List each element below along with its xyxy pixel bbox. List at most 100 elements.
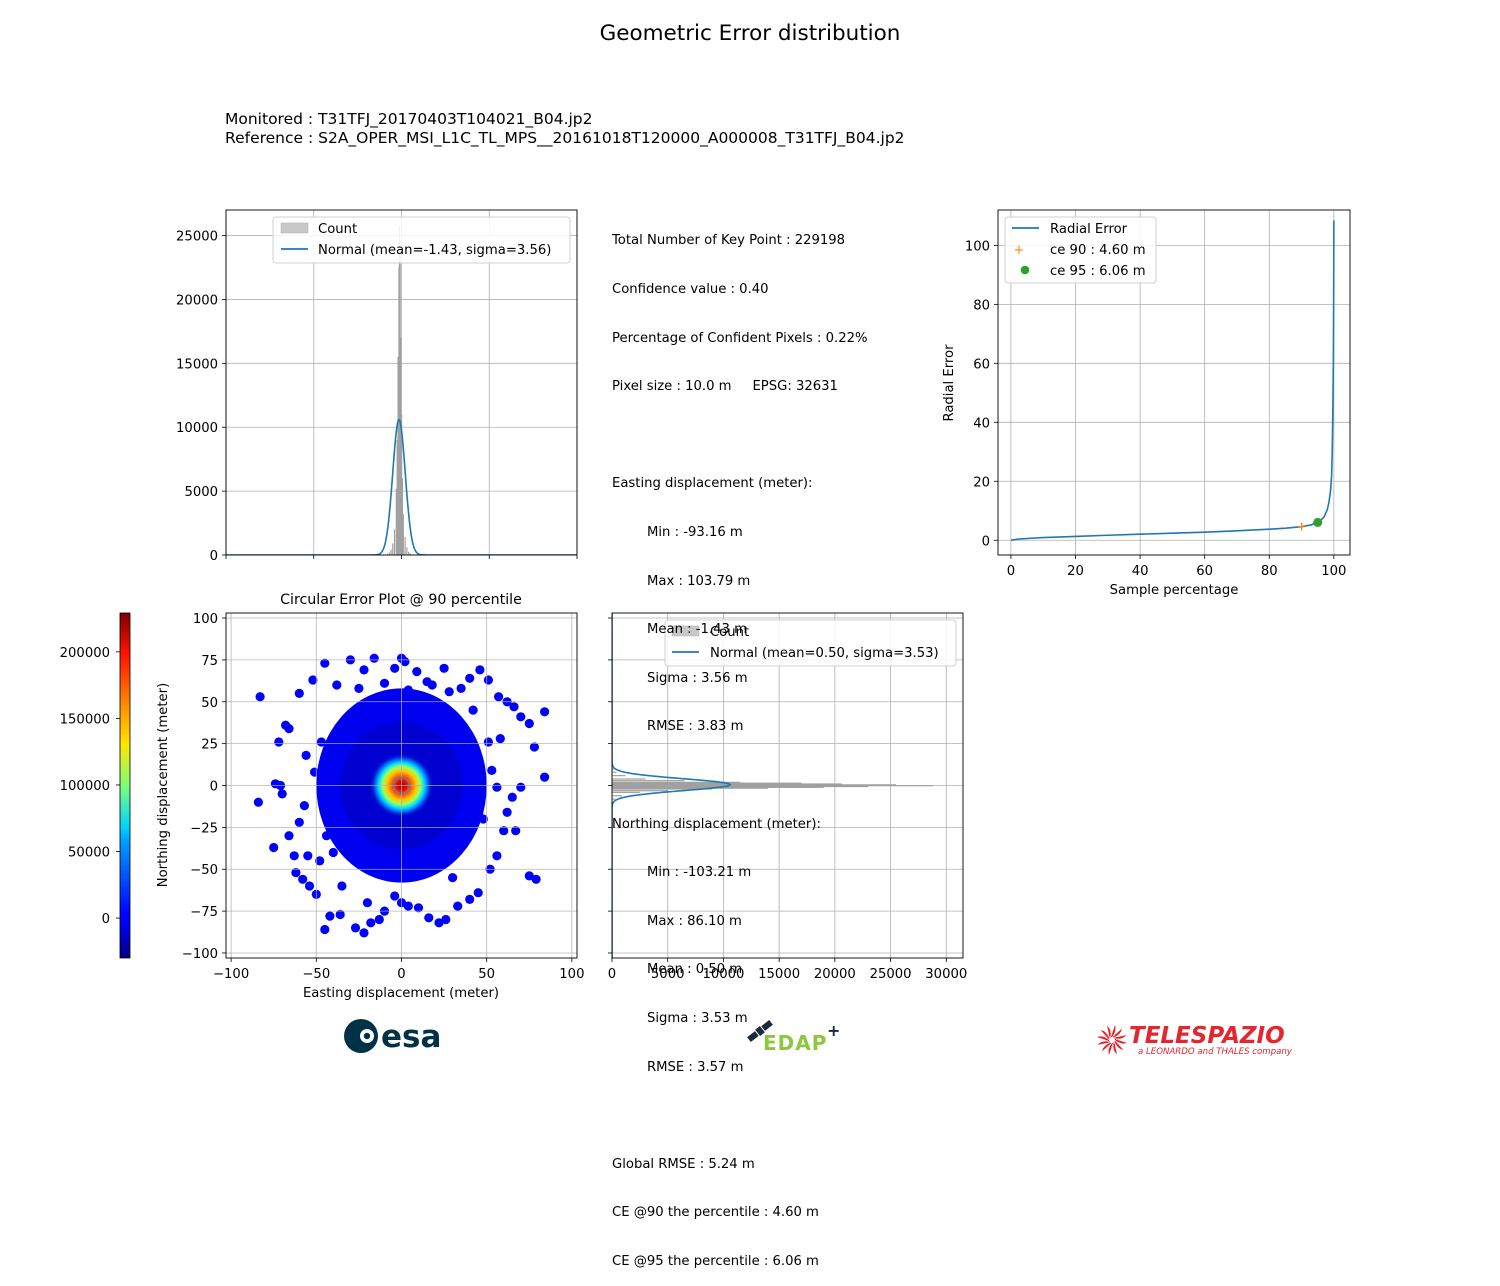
y-tick-label: 100 bbox=[965, 239, 990, 254]
stat-keypoints: Total Number of Key Point : 229198 bbox=[612, 233, 868, 249]
colorbar-tick-label: 50000 bbox=[68, 846, 110, 861]
scatter-point bbox=[298, 875, 307, 884]
stat-northing-rmse: RMSE : 3.57 m bbox=[612, 1060, 868, 1076]
y-tick-label: −100 bbox=[182, 947, 218, 962]
scatter-point bbox=[300, 801, 309, 810]
scatter-point bbox=[457, 684, 466, 693]
stat-easting-mean: Mean : -1.43 m bbox=[612, 622, 868, 638]
scatter-point bbox=[359, 928, 368, 937]
scatter-point bbox=[281, 721, 290, 730]
scatter-point bbox=[320, 925, 329, 934]
y-tick-label: 40 bbox=[973, 416, 990, 431]
x-tick-label: −50 bbox=[302, 967, 330, 982]
x-tick-label: 100 bbox=[1321, 564, 1346, 579]
y-tick-label: 5000 bbox=[184, 485, 218, 500]
radial-markers bbox=[1298, 518, 1323, 531]
ce95-marker bbox=[1313, 518, 1322, 527]
scatter-point bbox=[284, 831, 293, 840]
scatter-point bbox=[305, 881, 314, 890]
scatter-point bbox=[337, 881, 346, 890]
scatter-xlabel: Easting displacement (meter) bbox=[303, 986, 499, 1001]
scatter-point bbox=[508, 793, 517, 802]
scatter-point bbox=[325, 912, 334, 921]
scatter-point bbox=[474, 888, 483, 897]
colorbar-tick-label: 200000 bbox=[60, 646, 110, 661]
x-tick-label: 80 bbox=[1261, 564, 1278, 579]
scatter-point bbox=[390, 664, 399, 673]
stat-northing-mean: Mean : 0.50 m bbox=[612, 962, 868, 978]
legend-count-label: Count bbox=[318, 222, 357, 237]
scatter-grid bbox=[226, 613, 577, 958]
legend-ce90-label: ce 90 : 4.60 m bbox=[1050, 243, 1146, 258]
legend-ce90-swatch: + bbox=[1014, 243, 1025, 258]
telespazio-star-icon bbox=[1097, 1025, 1127, 1055]
stat-northing-min: Min : -103.21 m bbox=[612, 865, 868, 881]
stat-ce95: CE @95 the percentile : 6.06 m bbox=[612, 1254, 868, 1270]
scatter-point bbox=[254, 798, 263, 807]
y-tick-label: 0 bbox=[210, 780, 218, 795]
scatter-point bbox=[366, 918, 375, 927]
hist-bar bbox=[406, 547, 407, 555]
scatter-point bbox=[428, 680, 437, 689]
y-tick-label: −75 bbox=[190, 905, 218, 920]
scatter-point bbox=[440, 664, 449, 673]
scatter-point bbox=[525, 719, 534, 728]
hist-bar bbox=[394, 529, 395, 555]
scatter-point bbox=[503, 808, 512, 817]
scatter-point bbox=[465, 895, 474, 904]
scatter-point bbox=[278, 789, 287, 798]
colorbar-gradient bbox=[120, 613, 130, 958]
y-tick-label: 80 bbox=[973, 298, 990, 313]
x-tick-label: 100 bbox=[559, 967, 584, 982]
legend-radial-label: Radial Error bbox=[1050, 222, 1128, 237]
scatter-point bbox=[295, 818, 304, 827]
scatter-point bbox=[516, 783, 525, 792]
scatter-point bbox=[465, 674, 474, 683]
stat-confidence: Confidence value : 0.40 bbox=[612, 282, 868, 298]
y-tick-label: −25 bbox=[190, 821, 218, 836]
scatter-point bbox=[516, 712, 525, 721]
x-tick-label: 50 bbox=[478, 967, 495, 982]
hist-bar bbox=[392, 544, 393, 556]
scatter-point bbox=[487, 766, 496, 775]
stat-easting-max: Max : 103.79 m bbox=[612, 574, 868, 590]
scatter-point bbox=[269, 843, 278, 852]
hist-bar bbox=[408, 552, 409, 555]
telespazio-logo-text: TELESPAZIO bbox=[1129, 1023, 1285, 1049]
scatter-point bbox=[380, 679, 389, 688]
colorbar-tick-label: 100000 bbox=[60, 779, 110, 794]
telespazio-logo: TELESPAZIO a LEONARDO and THALES company bbox=[1097, 1023, 1293, 1057]
scatter-point bbox=[469, 706, 478, 715]
scatter-title: Circular Error Plot @ 90 percentile bbox=[280, 592, 522, 608]
scatter-point bbox=[317, 737, 326, 746]
radial-ylabel: Radial Error bbox=[942, 344, 957, 422]
y-tick-label: 25 bbox=[201, 738, 218, 753]
y-tick-label: 10000 bbox=[176, 421, 218, 436]
stat-global-rmse: Global RMSE : 5.24 m bbox=[612, 1157, 868, 1173]
legend-normal-label: Normal (mean=-1.43, sigma=3.56) bbox=[318, 243, 551, 258]
scatter-point bbox=[303, 851, 312, 860]
radial-legend: Radial Error + ce 90 : 4.60 m ce 95 : 6.… bbox=[1005, 217, 1156, 283]
colorbar-tick-label: 150000 bbox=[60, 712, 110, 727]
scatter-point bbox=[256, 692, 265, 701]
monitored-label: Monitored : T31TFJ_20170403T104021_B04.j… bbox=[225, 110, 593, 129]
y-tick-label: −50 bbox=[190, 863, 218, 878]
stat-easting-header: Easting displacement (meter): bbox=[612, 476, 868, 492]
easting-hist-legend: Count Normal (mean=-1.43, sigma=3.56) bbox=[273, 217, 570, 263]
x-tick-label: 20 bbox=[1067, 564, 1084, 579]
scatter-point bbox=[359, 665, 368, 674]
scatter-point bbox=[302, 751, 311, 760]
scatter-point bbox=[496, 734, 505, 743]
stat-easting-sigma: Sigma : 3.56 m bbox=[612, 671, 868, 687]
stat-easting-rmse: RMSE : 3.83 m bbox=[612, 719, 868, 735]
y-tick-label: 20 bbox=[973, 475, 990, 490]
stat-ce90: CE @90 the percentile : 4.60 m bbox=[612, 1205, 868, 1221]
hist-bar bbox=[404, 537, 405, 555]
scatter-point bbox=[494, 692, 503, 701]
y-tick-label: 75 bbox=[201, 654, 218, 669]
